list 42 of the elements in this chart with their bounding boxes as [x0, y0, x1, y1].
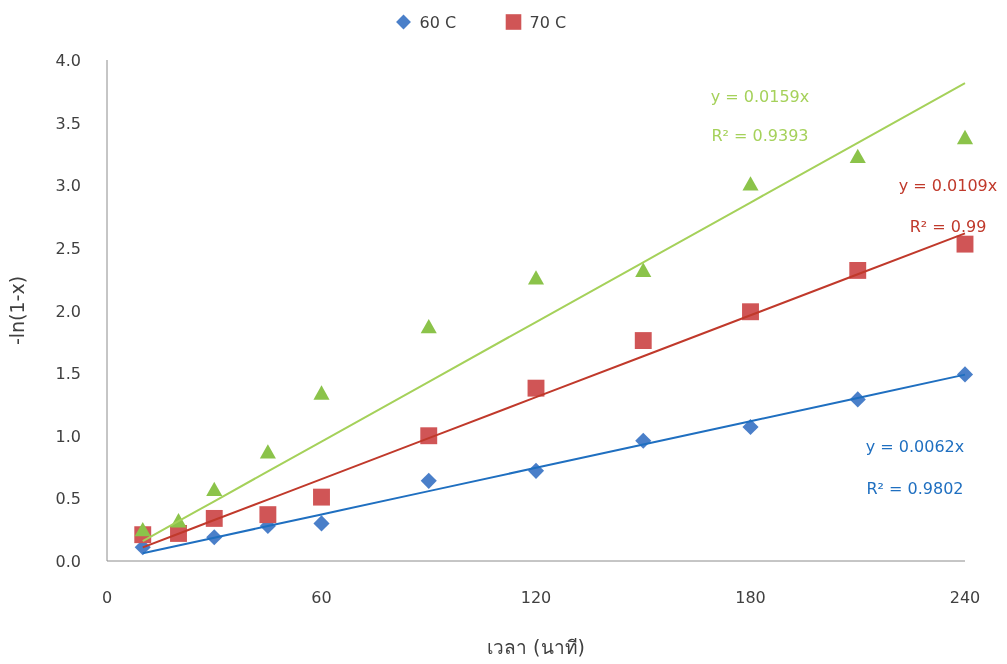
annotation: y = 0.0159x: [710, 87, 810, 106]
x-tick-label: 240: [949, 588, 981, 607]
legend-label: 70 C: [529, 13, 567, 32]
point: [420, 472, 437, 489]
point: [849, 148, 866, 163]
point: [527, 270, 545, 285]
point: [635, 262, 652, 277]
annotation: y = 0.0062x: [865, 437, 965, 456]
point: [313, 515, 330, 532]
x-tick-label: 60: [311, 588, 332, 607]
annotation: R² = 0.9393: [711, 126, 809, 145]
x-axis-title: เวลา (นาที): [487, 636, 585, 658]
point: [527, 379, 545, 397]
point: [134, 521, 151, 537]
y-tick-label: 0.5: [55, 489, 81, 509]
point: [742, 176, 759, 191]
y-tick-label: 4.0: [55, 51, 81, 70]
point: [420, 318, 437, 334]
point: [742, 418, 759, 436]
x-tick-label: 180: [735, 588, 766, 607]
point: [259, 506, 277, 524]
point: [313, 488, 330, 506]
y-axis-title: -ln(1-x): [6, 275, 28, 346]
y-tick-label: 1.0: [55, 426, 81, 446]
annotation: R² = 0.99: [909, 217, 987, 236]
x-tick-label: 0: [101, 588, 113, 607]
y-tick-label: 3.0: [55, 176, 81, 196]
point: [956, 235, 974, 253]
point: [259, 444, 276, 459]
legend-label: 60 C: [419, 13, 457, 32]
point: [956, 129, 974, 145]
y-tick-label: 3.5: [55, 113, 81, 133]
y-tick-label: 2.0: [55, 301, 81, 321]
y-tick-label: 0.0: [55, 552, 81, 571]
x-tick-label: 120: [520, 588, 552, 607]
y-tick-label: 2.5: [55, 238, 81, 258]
point: [206, 481, 223, 497]
annotation: y = 0.0109x: [898, 176, 998, 195]
point: [634, 332, 652, 350]
annotation: R² = 0.9802: [866, 479, 964, 498]
y-tick-label: 1.5: [55, 364, 81, 384]
point: [313, 385, 330, 400]
